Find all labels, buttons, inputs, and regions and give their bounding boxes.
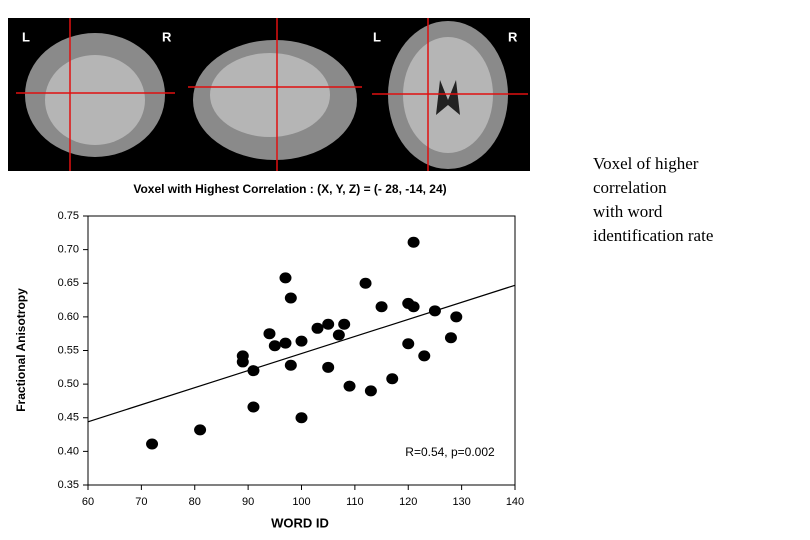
x-tick-label: 80 bbox=[189, 496, 201, 508]
data-point bbox=[236, 356, 249, 368]
side-note-line: correlation bbox=[593, 178, 667, 197]
chart-title: Voxel with Highest Correlation : (X, Y, … bbox=[133, 182, 446, 196]
coronal-slice-inner bbox=[45, 55, 145, 145]
data-point bbox=[402, 338, 415, 350]
side-note-line: Voxel of higher bbox=[593, 154, 699, 173]
orientation-labels: L R L R bbox=[22, 29, 518, 44]
data-point bbox=[343, 380, 356, 392]
x-tick-label: 100 bbox=[292, 496, 310, 508]
data-point bbox=[359, 277, 372, 289]
x-tick-label: 130 bbox=[452, 496, 470, 508]
data-point bbox=[407, 301, 420, 313]
y-tick-label: 0.65 bbox=[58, 277, 79, 289]
trend-line bbox=[87, 284, 516, 423]
data-point bbox=[295, 412, 308, 424]
data-point bbox=[279, 337, 292, 349]
x-tick-label: 110 bbox=[346, 496, 364, 508]
x-axis-label: WORD ID bbox=[271, 515, 329, 530]
data-point bbox=[444, 332, 457, 344]
y-tick-label: 0.75 bbox=[58, 210, 79, 222]
data-point bbox=[418, 350, 431, 362]
orientation-label: R bbox=[508, 29, 518, 44]
side-note-line: with word bbox=[593, 202, 663, 221]
data-point bbox=[428, 305, 441, 317]
crosshairs bbox=[16, 18, 528, 171]
data-point bbox=[322, 361, 335, 373]
data-point bbox=[146, 438, 159, 450]
sagittal-slice-inner bbox=[210, 53, 330, 137]
x-tick-label: 60 bbox=[82, 496, 94, 508]
x-tick-label: 70 bbox=[135, 496, 147, 508]
y-tick-label: 0.45 bbox=[58, 412, 79, 424]
data-point bbox=[284, 292, 297, 304]
data-point bbox=[247, 365, 260, 377]
data-point bbox=[364, 385, 377, 397]
data-point bbox=[375, 301, 388, 313]
data-point bbox=[268, 340, 281, 352]
ventricles bbox=[436, 80, 460, 115]
y-tick-label: 0.60 bbox=[58, 311, 79, 323]
data-point bbox=[295, 335, 308, 347]
axial-slice-inner bbox=[403, 37, 493, 153]
data-point bbox=[284, 359, 297, 371]
x-tick-label: 140 bbox=[506, 496, 524, 508]
orientation-label: L bbox=[373, 29, 381, 44]
y-axis-label: Fractional Anisotropy bbox=[14, 288, 28, 412]
orientation-label: R bbox=[162, 29, 172, 44]
data-point bbox=[450, 311, 463, 323]
side-note: Voxel of higher correlation with word id… bbox=[593, 154, 713, 245]
y-tick-label: 0.70 bbox=[58, 244, 79, 256]
data-point bbox=[407, 236, 420, 248]
data-point bbox=[311, 322, 324, 334]
data-point bbox=[322, 318, 335, 330]
data-point bbox=[386, 373, 399, 385]
orientation-label: L bbox=[22, 29, 30, 44]
x-tick-label: 120 bbox=[399, 496, 417, 508]
data-point bbox=[338, 318, 351, 330]
annotation: R=0.54, p=0.002 bbox=[405, 445, 495, 459]
data-point bbox=[332, 329, 345, 341]
data-point bbox=[279, 272, 292, 284]
data-point bbox=[194, 424, 207, 436]
y-tick-label: 0.40 bbox=[58, 445, 79, 457]
x-tick-label: 90 bbox=[242, 496, 254, 508]
data-point bbox=[247, 401, 260, 413]
y-tick-label: 0.50 bbox=[58, 378, 79, 390]
side-note-line: identification rate bbox=[593, 226, 713, 245]
y-tick-label: 0.55 bbox=[58, 344, 79, 356]
y-tick-label: 0.35 bbox=[58, 479, 79, 491]
data-point bbox=[263, 328, 276, 340]
